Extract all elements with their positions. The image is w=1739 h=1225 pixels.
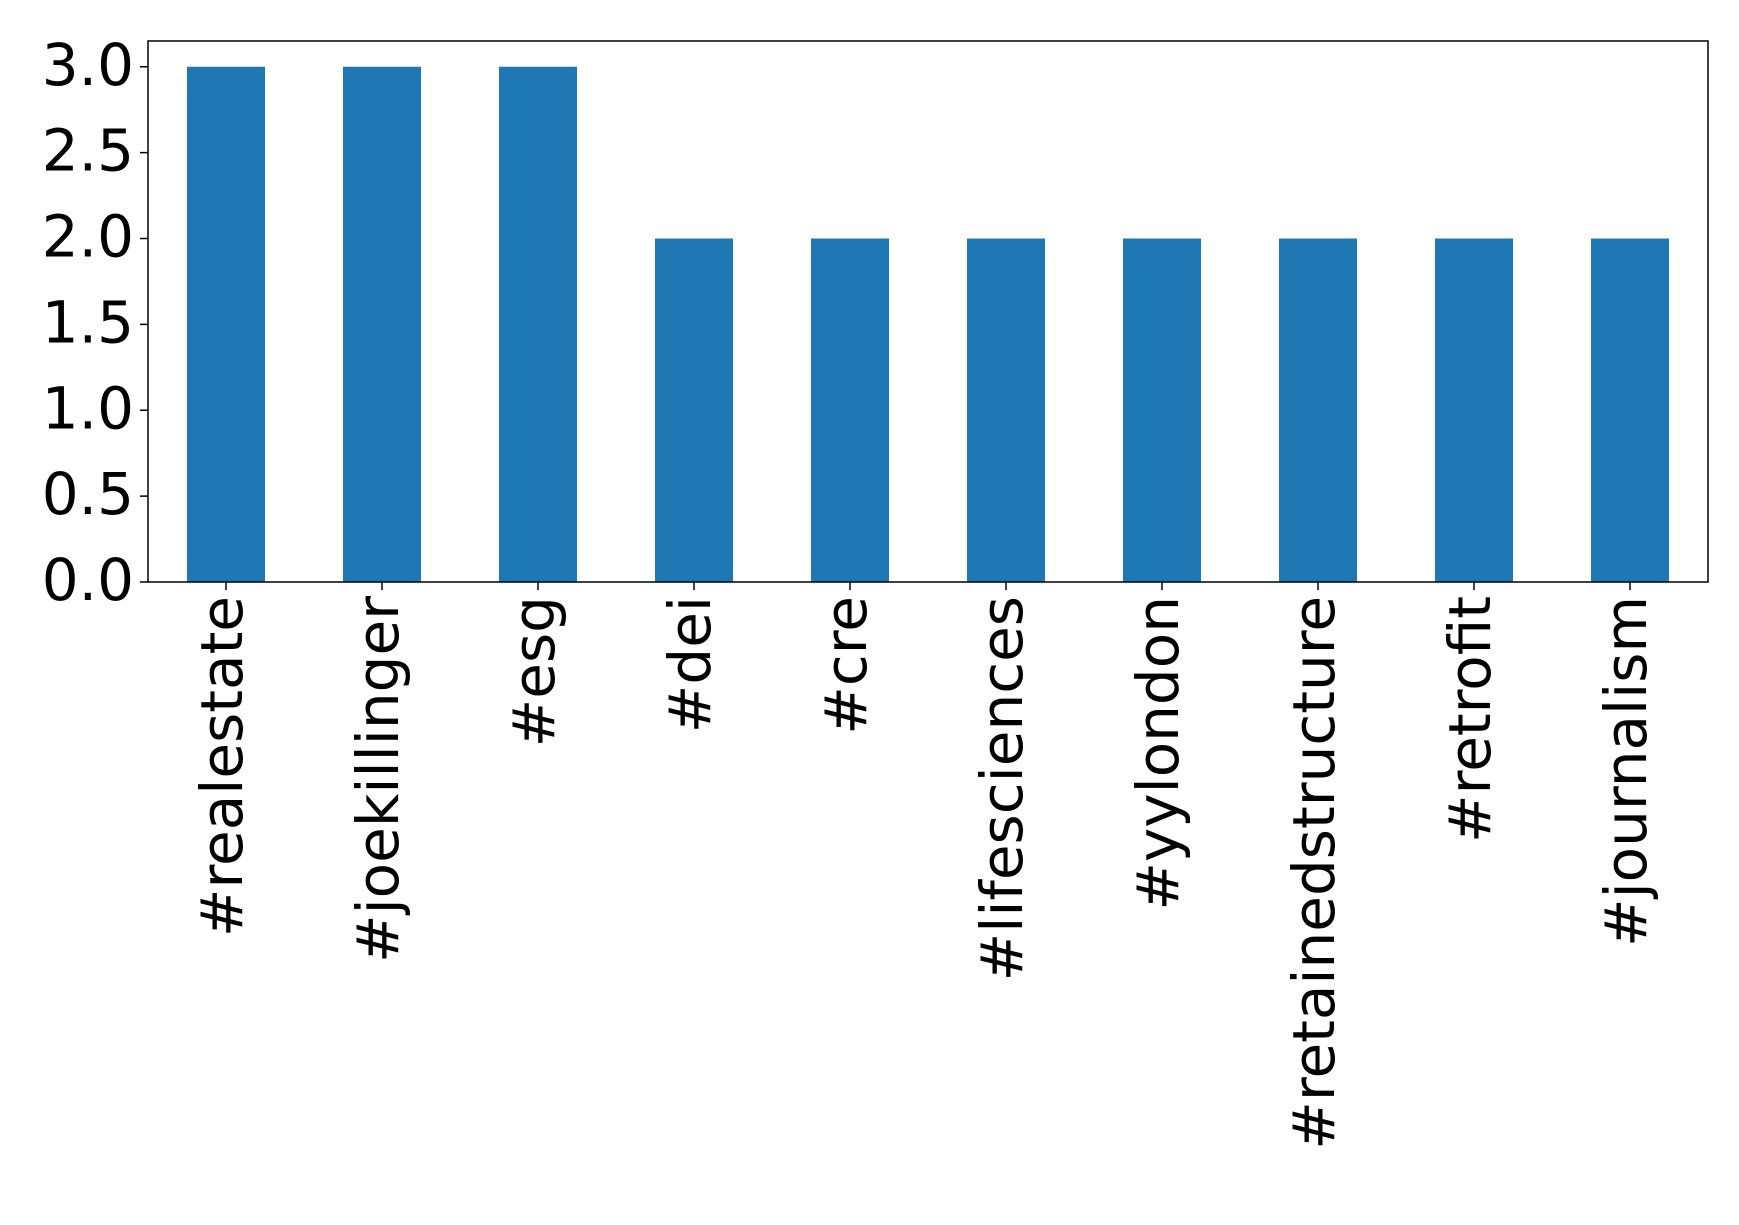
bar [1435,238,1513,582]
y-tick-label: 0.5 [42,460,134,528]
x-tick-label: #lifesciences [968,596,1036,981]
y-tick-label: 3.0 [42,31,134,99]
y-tick-label: 1.5 [42,288,134,356]
x-tick-label: #retrofit [1436,596,1504,843]
bar [1123,238,1201,582]
bar [967,238,1045,582]
y-tick-label: 2.0 [42,203,134,271]
bar [499,66,577,582]
x-tick-label: #journalism [1592,596,1660,947]
bar [655,238,733,582]
x-tick-label: #realestate [188,596,256,937]
bar [1591,238,1669,582]
bar [187,66,265,582]
bar [343,66,421,582]
bar [811,238,889,582]
x-tick-label: #cre [812,596,880,735]
bar [1279,238,1357,582]
x-tick-label: #yylondon [1124,596,1192,911]
x-tick-label: #esg [500,596,568,747]
x-tick-label: #joekillinger [344,596,412,963]
axes-frame [147,40,1709,583]
y-tick-label: 2.5 [42,117,134,185]
x-tick-label: #retainedstructure [1280,596,1348,1150]
y-tick-label: 0.0 [42,546,134,614]
x-tick-label: #dei [656,596,724,733]
y-tick-label: 1.0 [42,374,134,442]
